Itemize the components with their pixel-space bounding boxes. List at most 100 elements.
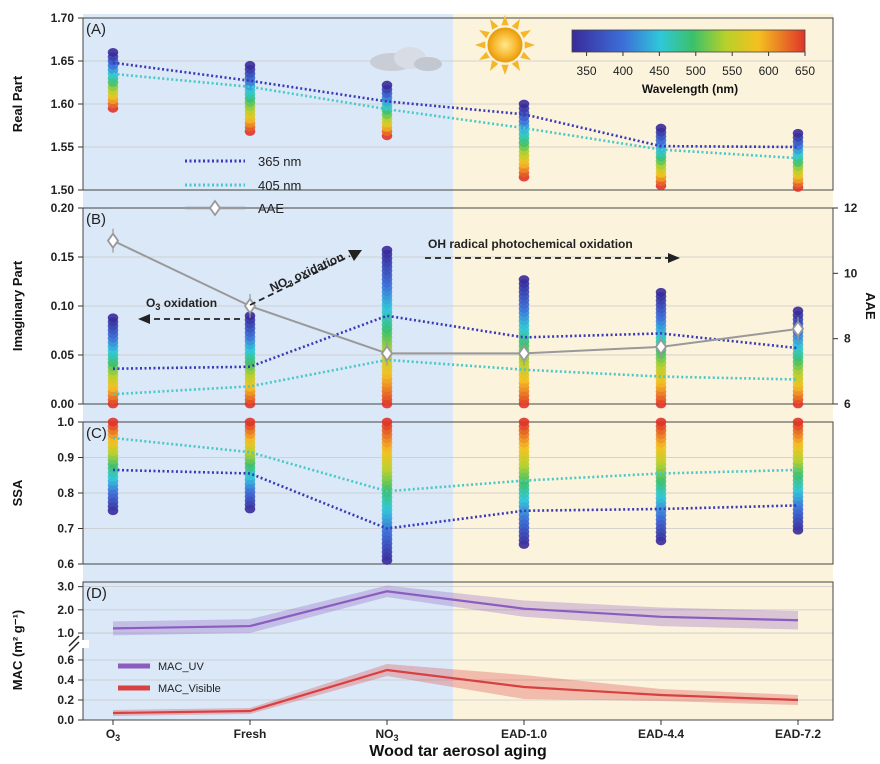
x-tick-label: EAD-4.4 <box>638 727 684 741</box>
y-tick-label: 0.4 <box>57 673 74 687</box>
y-tick-label: 0.15 <box>51 250 75 264</box>
sun-ray <box>501 64 509 75</box>
y-tick-label: 0.00 <box>51 397 75 411</box>
y-tick-label: 2.0 <box>57 603 74 617</box>
y-axis-label: MAC (m² g⁻¹) <box>10 610 25 691</box>
mac-visible-line <box>112 668 799 715</box>
x-axis-label: Wood tar aerosol aging <box>369 743 547 760</box>
wavelength-marker <box>107 313 119 323</box>
sun-ray <box>475 41 486 49</box>
y-tick-label: 1.50 <box>51 183 75 197</box>
series-line-AAE <box>112 239 799 355</box>
sun-ray <box>479 51 490 60</box>
aae-marker <box>517 344 531 362</box>
y-tick-label: 0.20 <box>51 201 75 215</box>
wavelength-marker <box>381 80 393 90</box>
aae-marker <box>791 320 805 338</box>
wavelength-marker <box>244 417 256 427</box>
y-tick-label: 0.10 <box>51 299 75 313</box>
sun-ray <box>524 41 535 49</box>
sun-ray <box>511 60 520 71</box>
wavelength-marker <box>107 417 119 427</box>
sun-ray <box>520 51 531 60</box>
legend-a: 365 nm 405 nm AAE <box>185 154 301 217</box>
aae-marker <box>380 344 394 362</box>
x-tick-label: Fresh <box>234 727 267 741</box>
panel-label: (C) <box>86 425 107 442</box>
x-axis: O3 Fresh NO3 EAD-1.0 EAD-4.4 EAD-7.2 <box>106 720 821 743</box>
y-axis-label: Real Part <box>10 75 25 132</box>
y-right-tick-label: 10 <box>844 266 858 280</box>
x-tick-label: NO3 <box>375 727 398 743</box>
colorbar-tick-label: 650 <box>795 64 815 78</box>
y-right-axis-label: AAE <box>863 292 878 320</box>
y-tick-label: 0.7 <box>57 522 74 536</box>
series-line-365-nm <box>112 61 799 149</box>
aae-marker <box>654 338 668 356</box>
legend-label: MAC_Visible <box>158 683 221 695</box>
mac-visible-band <box>113 664 798 716</box>
wavelength-marker <box>518 99 530 109</box>
aae-marker <box>106 232 120 250</box>
series-line-365-nm <box>112 468 799 530</box>
colorbar-tick-label: 500 <box>686 64 706 78</box>
wavelength-marker <box>381 417 393 427</box>
panel-d: 1.0 2.0 3.0 0.0 0.2 0.4 0.6 MAC (m² g⁻¹) (D) <box>10 580 834 727</box>
panel-label: (A) <box>86 21 106 38</box>
sun-ray <box>490 60 499 71</box>
x-tick-label: EAD-7.2 <box>775 727 821 741</box>
panel-frame <box>82 421 834 565</box>
sun-ray <box>479 30 490 39</box>
annotation-text: OH radical photochemical oxidation <box>428 237 633 251</box>
sun-ray <box>511 19 520 30</box>
y-tick-label: 1.65 <box>51 54 75 68</box>
wavelength-marker <box>655 417 667 427</box>
axis-break-mark <box>68 641 80 653</box>
colorbar-tick-label: 550 <box>722 64 742 78</box>
colorbar-tick-label: 450 <box>649 64 669 78</box>
y-right-tick-label: 6 <box>844 397 851 411</box>
colorbar-tick-label: 400 <box>613 64 633 78</box>
mac-uv-band <box>113 585 798 636</box>
legend-marker <box>208 199 222 217</box>
panel-label: (D) <box>86 585 107 602</box>
wavelength-marker <box>655 287 667 297</box>
y-tick-label: 1.60 <box>51 97 75 111</box>
panel-c: 0.6 0.7 0.8 0.9 1.0 SSA (C) <box>10 415 834 571</box>
x-tick-label: EAD-1.0 <box>501 727 547 741</box>
wavelength-marker <box>381 245 393 255</box>
y-tick-label: 0.2 <box>57 693 74 707</box>
wavelength-marker <box>244 60 256 70</box>
panel-frame <box>82 207 834 405</box>
sun-ray <box>490 19 499 30</box>
y-axis-label: Imaginary Part <box>10 260 25 351</box>
wavelength-marker <box>792 417 804 427</box>
colorbar-tick-label: 600 <box>759 64 779 78</box>
sun-icon <box>475 15 535 75</box>
wavelength-marker <box>792 128 804 138</box>
y-right-tick-label: 12 <box>844 201 858 215</box>
panel-frame <box>82 17 834 191</box>
series-line-405-nm <box>112 436 799 493</box>
colorbar-label: Wavelength (nm) <box>642 82 738 96</box>
colorbar-tick-label: 350 <box>577 64 597 78</box>
wavelength-marker <box>792 306 804 316</box>
night-background <box>83 14 453 720</box>
day-background <box>453 14 833 720</box>
moon-cloud-icon <box>370 26 442 71</box>
y-tick-label: 3.0 <box>57 580 74 594</box>
panel-frame <box>82 581 834 721</box>
axis-break-gap <box>69 640 89 648</box>
y-tick-label: 0.6 <box>57 653 74 667</box>
no3-arrowhead <box>348 250 362 261</box>
wavelength-marker <box>518 275 530 284</box>
wavelength-marker <box>655 123 667 133</box>
y-right-tick-label: 8 <box>844 332 851 346</box>
y-tick-label: 0.6 <box>57 557 74 571</box>
o3-arrowhead <box>138 314 150 324</box>
series-line-405-nm <box>112 72 799 160</box>
annotation-text: O3 oxidation <box>146 296 217 312</box>
y-tick-label: 0.8 <box>57 486 74 500</box>
wavelength-marker <box>107 48 119 57</box>
